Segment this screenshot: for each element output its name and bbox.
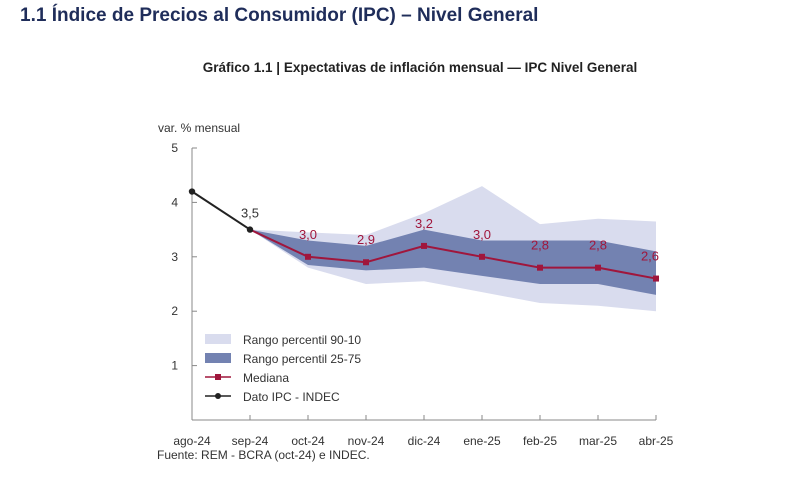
legend-marker — [215, 374, 221, 380]
y-tick-label: 3 — [171, 250, 178, 264]
y-tick-label: 2 — [171, 304, 178, 318]
point-dato-ipc-indec — [188, 188, 196, 195]
data-label: 3,5 — [241, 206, 259, 221]
source-note: Fuente: REM - BCRA (oct-24) e INDEC. — [157, 448, 370, 462]
legend-label: Dato IPC - INDEC — [243, 390, 340, 404]
band-rango-percentil-25-75 — [250, 229, 656, 295]
x-tick-label: sep-24 — [232, 434, 269, 448]
x-tick-label: nov-24 — [348, 434, 385, 448]
legend: Rango percentil 90-10 Rango percentil 25-… — [205, 333, 361, 404]
data-label: 2,9 — [357, 232, 375, 247]
data-label: 2,6 — [641, 249, 659, 264]
point-mediana — [479, 253, 485, 260]
x-tick-label: ene-25 — [463, 434, 501, 448]
data-label: 3,0 — [299, 227, 317, 242]
x-tick-label: dic-24 — [408, 434, 441, 448]
chart-title: Gráfico 1.1 | Expectativas de inflación … — [0, 60, 800, 75]
point-mediana — [653, 275, 659, 282]
point-mediana — [421, 242, 427, 249]
bands-layer — [250, 186, 656, 312]
y-tick-label: 1 — [171, 359, 178, 373]
legend-label: Rango percentil 90-10 — [243, 333, 361, 347]
x-tick-label: mar-25 — [579, 434, 617, 448]
lines-layer: 3,0 2,9 3,2 3,0 2,8 2,8 2,6 3,5 — [188, 188, 659, 282]
data-label: 2,8 — [531, 238, 549, 253]
axes-layer: 1 2 3 4 5 ago-24 sep-24 oct-24 nov-24 dic-24 ene-2… — [171, 141, 673, 448]
section-title: 1.1 Índice de Precios al Consumidor (IPC… — [20, 5, 539, 26]
y-tick-label: 4 — [171, 195, 178, 209]
point-dato-ipc-indec — [246, 226, 254, 233]
line-mediana — [249, 228, 657, 280]
point-mediana — [537, 264, 543, 271]
legend-label: Rango percentil 25-75 — [243, 352, 361, 366]
y-tick-label: 5 — [171, 141, 178, 155]
x-tick-label: feb-25 — [523, 434, 557, 448]
chart-title-text: Gráfico 1.1 | Expectativas de inflación … — [202, 60, 638, 75]
data-label: 3,2 — [415, 216, 433, 231]
point-mediana — [363, 259, 369, 266]
data-label: 2,8 — [589, 238, 607, 253]
point-mediana — [595, 264, 601, 271]
legend-marker — [215, 393, 221, 399]
x-tick-label: abr-25 — [639, 434, 674, 448]
legend-label: Mediana — [243, 371, 289, 385]
y-axis-label: var. % mensual — [158, 121, 240, 135]
line-dato-ipc-indec — [191, 190, 251, 231]
data-label: 3,0 — [473, 227, 491, 242]
legend-swatch — [205, 334, 231, 344]
point-mediana — [305, 253, 311, 260]
x-tick-label: ago-24 — [173, 434, 211, 448]
legend-swatch — [205, 353, 231, 363]
x-tick-label: oct-24 — [291, 434, 325, 448]
